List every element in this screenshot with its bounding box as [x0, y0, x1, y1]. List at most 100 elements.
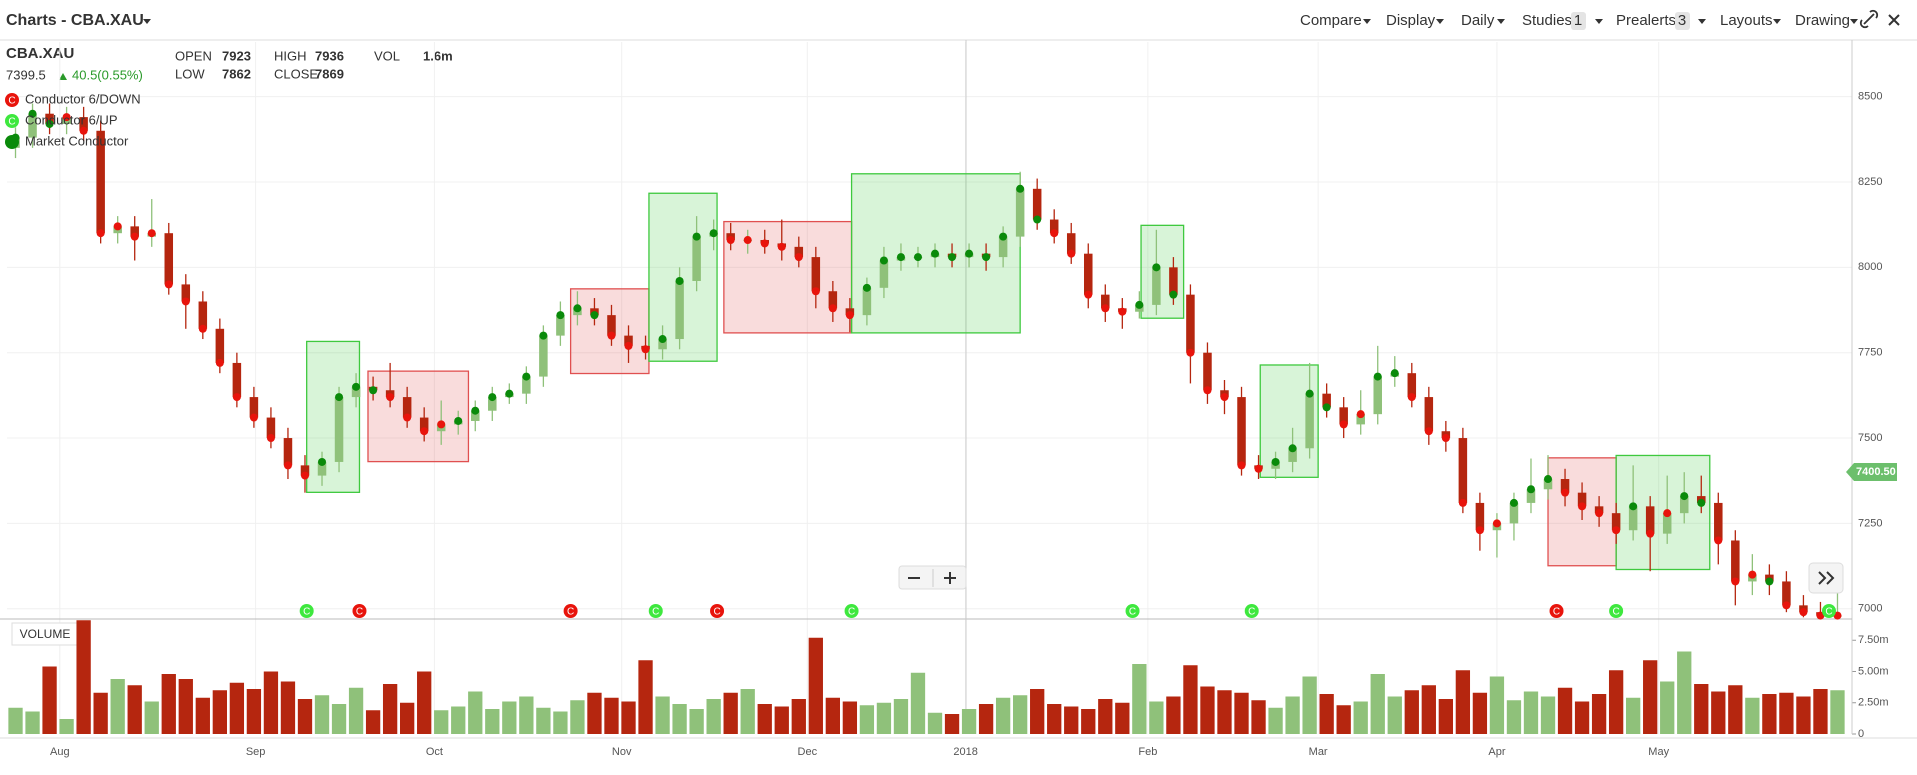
volume-bar — [110, 679, 125, 734]
volume-bar — [365, 710, 381, 734]
signal — [1609, 604, 1624, 618]
volume-bar — [927, 712, 943, 734]
x-tick-label: Apr — [1488, 746, 1505, 758]
signal-label: C — [848, 607, 855, 618]
conductor-dot — [1612, 526, 1621, 535]
x-tick-label: 2018 — [953, 746, 977, 758]
conductor-dot — [1373, 372, 1382, 381]
menu-item[interactable]: Drawing — [1795, 12, 1850, 29]
menu-item[interactable]: Layouts — [1720, 12, 1773, 29]
volume-label: VOLUME — [20, 627, 71, 641]
volume-bar — [1813, 689, 1828, 734]
volume-bar — [502, 701, 517, 734]
volume-bar — [1626, 697, 1641, 734]
conductor-dot — [1203, 386, 1212, 395]
volume-bar — [1472, 692, 1488, 734]
menu-item[interactable]: Prealerts — [1616, 12, 1676, 29]
volume-tick-label: 7.50m — [1858, 634, 1889, 646]
conductor-dot — [1731, 577, 1740, 586]
conductor-dot — [62, 113, 71, 122]
candle-body — [1611, 513, 1621, 531]
volume-bar — [1336, 705, 1351, 734]
volume-tick-label: 5.00m — [1858, 665, 1889, 677]
conductor-dot — [1509, 498, 1518, 507]
volume-bar — [723, 692, 738, 734]
volume-bar — [246, 689, 262, 734]
label: HIGH — [274, 48, 307, 63]
y-tick-label: 8250 — [1858, 176, 1882, 188]
conductor-dot — [1748, 570, 1757, 579]
candle-body — [1424, 397, 1434, 432]
menu: Compare Display Daily Studies 1 Prealert… — [1300, 9, 1900, 30]
volume-bar — [893, 699, 909, 734]
conductor-dot — [1646, 529, 1655, 538]
y-tick-label: 8000 — [1858, 261, 1882, 273]
volume-bar — [1489, 676, 1505, 734]
volume-bar — [1268, 707, 1283, 734]
volume-bar — [1285, 696, 1300, 734]
menu-item[interactable]: Studies — [1522, 12, 1572, 29]
candle-body — [1373, 376, 1382, 415]
volume-bar — [451, 706, 466, 734]
conductor-dot — [1186, 348, 1195, 357]
volume-bar — [1404, 690, 1419, 734]
volume-bar — [127, 685, 142, 734]
conductor-dot — [811, 287, 820, 296]
candle-body — [1628, 506, 1638, 531]
conductor-dot — [386, 393, 395, 402]
link-icon[interactable] — [1859, 9, 1879, 29]
signal — [648, 604, 663, 618]
candle-body — [624, 335, 633, 346]
page-title[interactable]: Charts - CBA.XAU — [6, 12, 144, 29]
conductor-dot — [1016, 184, 1025, 193]
volume-bar — [417, 671, 432, 734]
menu-item[interactable]: Daily — [1461, 12, 1495, 29]
volume-bar — [59, 719, 74, 734]
volume-bar — [1183, 665, 1198, 734]
value: 7936 — [315, 48, 344, 63]
conductor-dot — [1169, 290, 1178, 299]
volume-bar — [93, 692, 108, 734]
conductor-dot — [522, 372, 531, 381]
zoom-buttons[interactable] — [908, 572, 956, 584]
volume-bar — [8, 707, 23, 734]
candle-body — [96, 130, 105, 234]
conductor-dot — [488, 393, 497, 402]
menu-item[interactable]: Compare — [1300, 12, 1362, 29]
conductor-dot — [1697, 498, 1706, 507]
volume-bar — [297, 699, 313, 734]
volume-bar — [1643, 660, 1658, 734]
x-tick-label: Mar — [1309, 746, 1328, 758]
conductor-dot — [1765, 577, 1774, 586]
volume-bar — [1728, 685, 1743, 734]
volume-bar — [382, 684, 398, 734]
conductor-dot — [794, 253, 803, 262]
conductor-dot — [369, 386, 378, 395]
candle-body — [300, 465, 310, 476]
y-tick-label: 7250 — [1858, 517, 1882, 529]
volume-bar — [944, 714, 960, 734]
volume-bar — [25, 711, 40, 734]
candle-body — [1509, 502, 1519, 524]
x-tick-label: Aug — [50, 746, 70, 758]
volume-bar — [1438, 699, 1453, 734]
change: 40.5(0.55%) — [72, 67, 143, 82]
volume-bar — [808, 637, 823, 734]
conductor-dot — [743, 236, 752, 245]
candle-body — [1322, 393, 1331, 408]
volume-bar — [859, 705, 875, 734]
close-icon[interactable] — [1888, 14, 1900, 26]
conductor-dot — [79, 126, 88, 135]
signal-label: C — [1613, 607, 1620, 618]
candle-body — [164, 233, 174, 285]
conductor-dot — [1271, 457, 1280, 466]
menu-item[interactable]: Display — [1386, 12, 1436, 29]
volume-bar — [638, 660, 653, 734]
volume-bar — [1047, 704, 1062, 734]
volume-bar — [1830, 690, 1845, 734]
legend-icon: C — [8, 96, 15, 107]
volume-bar — [1796, 696, 1811, 734]
volume-bar — [468, 691, 483, 734]
conductor-dot — [1663, 509, 1672, 518]
signal-label: C — [303, 607, 310, 618]
